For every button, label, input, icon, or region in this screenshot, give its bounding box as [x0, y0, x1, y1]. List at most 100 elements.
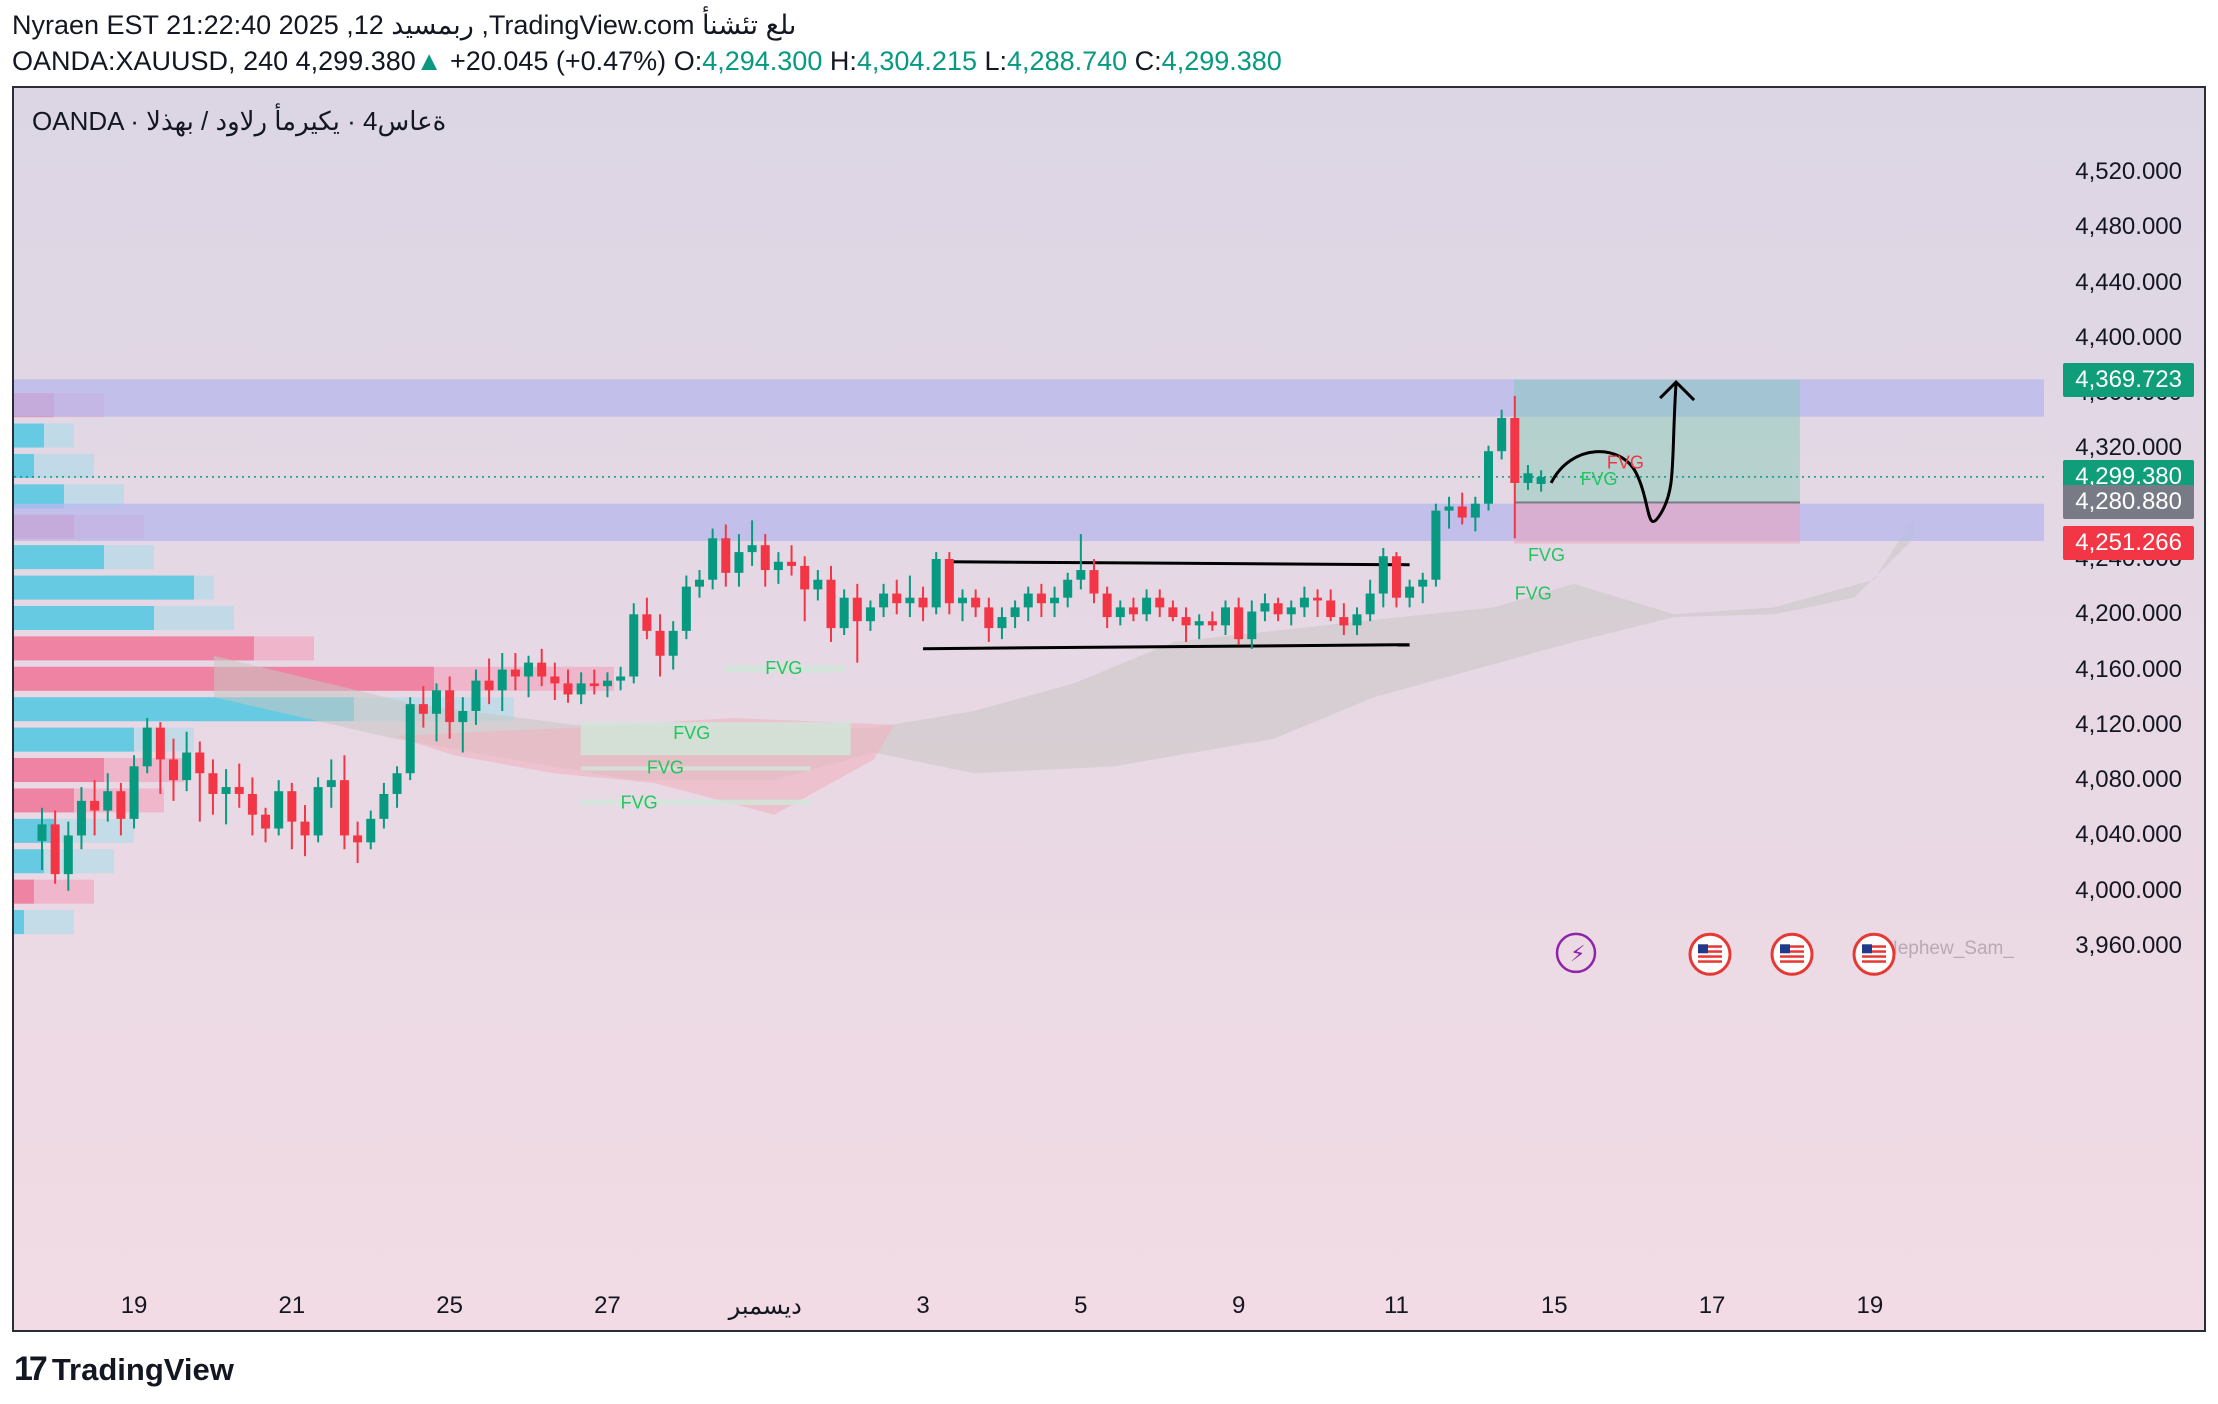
candle-body[interactable] — [116, 791, 126, 819]
candle-body[interactable] — [234, 787, 244, 794]
candle-body[interactable] — [1497, 418, 1507, 452]
us-flag-event-icon[interactable] — [1852, 932, 1896, 976]
candle-body[interactable] — [418, 704, 428, 714]
candle-body[interactable] — [366, 818, 376, 843]
candle-body[interactable] — [1247, 611, 1257, 640]
candle-body[interactable] — [1273, 603, 1283, 615]
candle-body[interactable] — [800, 565, 810, 590]
candle-body[interactable] — [1050, 597, 1060, 604]
candle-body[interactable] — [63, 835, 73, 875]
us-flag-event-icon[interactable] — [1770, 932, 1814, 976]
chart-panel[interactable]: FVG FVG FVG FVG FVG FVG FVG FVG Nephew_Sam_ ⚡ OAN… — [12, 86, 2206, 1332]
candle-body[interactable] — [1115, 607, 1125, 618]
candle-body[interactable] — [629, 614, 639, 677]
candle-body[interactable] — [1221, 607, 1230, 626]
candle-body[interactable] — [931, 559, 941, 608]
candle-body[interactable] — [1260, 603, 1270, 612]
candle-body[interactable] — [445, 690, 455, 723]
candle-body[interactable] — [524, 662, 534, 677]
candle-body[interactable] — [208, 773, 218, 794]
candle-body[interactable] — [90, 800, 100, 811]
candle-body[interactable] — [1234, 607, 1244, 640]
candle-body[interactable] — [50, 824, 60, 875]
candle-body[interactable] — [1352, 614, 1362, 626]
candle-body[interactable] — [879, 593, 889, 608]
candle-body[interactable] — [826, 579, 836, 629]
candle-body[interactable] — [1418, 579, 1428, 587]
candle-body[interactable] — [76, 800, 86, 836]
candle-body[interactable] — [655, 630, 665, 656]
candle-body[interactable] — [1523, 473, 1533, 483]
symbol-name[interactable]: OANDA:XAUUSD — [12, 46, 229, 76]
candle-body[interactable] — [1339, 617, 1349, 626]
candle-body[interactable] — [37, 824, 47, 841]
candle-body[interactable] — [576, 683, 586, 695]
candle-body[interactable] — [734, 552, 744, 573]
candle-body[interactable] — [458, 711, 468, 723]
candle-body[interactable] — [497, 669, 507, 691]
candle-body[interactable] — [169, 759, 178, 781]
candle-body[interactable] — [918, 597, 928, 608]
upper-supply-zone[interactable] — [14, 379, 2044, 417]
candle-body[interactable] — [721, 538, 731, 573]
candle-body[interactable] — [353, 835, 363, 843]
candle-body[interactable] — [1063, 579, 1073, 598]
candle-body[interactable] — [339, 780, 349, 836]
candle-body[interactable] — [274, 791, 284, 829]
candle-body[interactable] — [1313, 597, 1323, 601]
candle-body[interactable] — [563, 683, 573, 695]
candle-body[interactable] — [984, 607, 994, 629]
candle-body[interactable] — [1036, 593, 1046, 604]
candle-body[interactable] — [1023, 593, 1033, 608]
candle-body[interactable] — [313, 787, 323, 836]
us-flag-event-icon[interactable] — [1688, 932, 1732, 976]
candle-body[interactable] — [905, 597, 915, 604]
candle-body[interactable] — [1444, 506, 1454, 511]
candle-body[interactable] — [1457, 506, 1467, 518]
candle-body[interactable] — [668, 630, 678, 656]
candle-body[interactable] — [103, 791, 113, 811]
candle-body[interactable] — [1155, 597, 1165, 608]
candle-body[interactable] — [642, 614, 652, 631]
candle-body[interactable] — [1181, 617, 1191, 626]
candle-body[interactable] — [129, 766, 139, 819]
candle-body[interactable] — [550, 676, 560, 684]
candle-body[interactable] — [471, 680, 481, 712]
candle-body[interactable] — [681, 586, 691, 631]
candle-body[interactable] — [760, 545, 770, 571]
candle-body[interactable] — [247, 793, 257, 815]
candle-body[interactable] — [1286, 607, 1296, 615]
candle-body[interactable] — [1089, 570, 1099, 594]
candle-body[interactable] — [852, 597, 862, 622]
projection-path[interactable] — [1549, 381, 1678, 523]
candle-body[interactable] — [747, 545, 757, 553]
candle-body[interactable] — [300, 821, 310, 836]
candle-body[interactable] — [1194, 621, 1204, 626]
candle-body[interactable] — [1391, 556, 1401, 598]
candle-body[interactable] — [971, 597, 981, 608]
candle-body[interactable] — [392, 773, 402, 794]
candle-body[interactable] — [510, 669, 520, 677]
candle-body[interactable] — [1405, 586, 1415, 598]
candle-body[interactable] — [787, 561, 797, 566]
candle-body[interactable] — [1102, 593, 1112, 618]
candle-body[interactable] — [1536, 476, 1546, 484]
candle-body[interactable] — [1299, 597, 1309, 608]
candle-body[interactable] — [484, 680, 494, 691]
candle-body[interactable] — [1484, 451, 1493, 504]
lightning-event-icon[interactable] — [1555, 932, 1597, 974]
candle-body[interactable] — [958, 597, 967, 604]
candle-body[interactable] — [1168, 607, 1178, 618]
candle-body[interactable] — [142, 727, 152, 767]
interval[interactable]: 240 — [243, 46, 289, 76]
candle-body[interactable] — [1378, 556, 1388, 594]
range-bottom-line[interactable] — [923, 643, 1410, 651]
candle-body[interactable] — [261, 814, 271, 829]
candle-body[interactable] — [602, 680, 612, 687]
candle-body[interactable] — [1207, 621, 1217, 626]
candle-body[interactable] — [1010, 607, 1020, 618]
candle-body[interactable] — [813, 579, 823, 590]
candle-body[interactable] — [773, 561, 783, 571]
candle-body[interactable] — [1326, 600, 1336, 618]
